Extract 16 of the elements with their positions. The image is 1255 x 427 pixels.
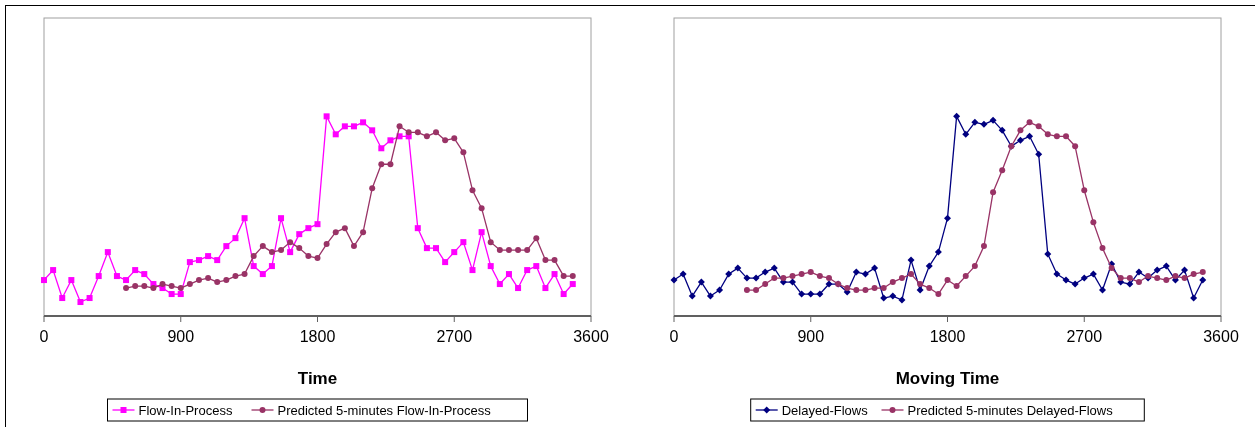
- legend-label: Predicted 5-minutes Delayed-Flows: [907, 403, 1114, 418]
- x-tick-label: 0: [39, 328, 49, 345]
- x-tick-label: 900: [797, 328, 825, 345]
- legend-label: Predicted 5-minutes Flow-In-Process: [277, 403, 492, 418]
- x-tick-label: 900: [167, 328, 195, 345]
- x-tick-label: 0: [669, 328, 679, 345]
- x-tick-label: 3600: [573, 328, 609, 345]
- x-tick-label: 1800: [929, 328, 966, 345]
- legend-label: Delayed-Flows: [781, 403, 869, 418]
- legend-label: Flow-In-Process: [138, 403, 233, 418]
- x-axis-title: Moving Time: [895, 369, 1000, 388]
- x-axis-title: Time: [297, 369, 338, 388]
- x-tick-label: 2700: [436, 328, 473, 345]
- x-tick-label: 1800: [299, 328, 336, 345]
- x-tick-label: 2700: [1066, 328, 1103, 345]
- x-tick-label: 3600: [1203, 328, 1239, 345]
